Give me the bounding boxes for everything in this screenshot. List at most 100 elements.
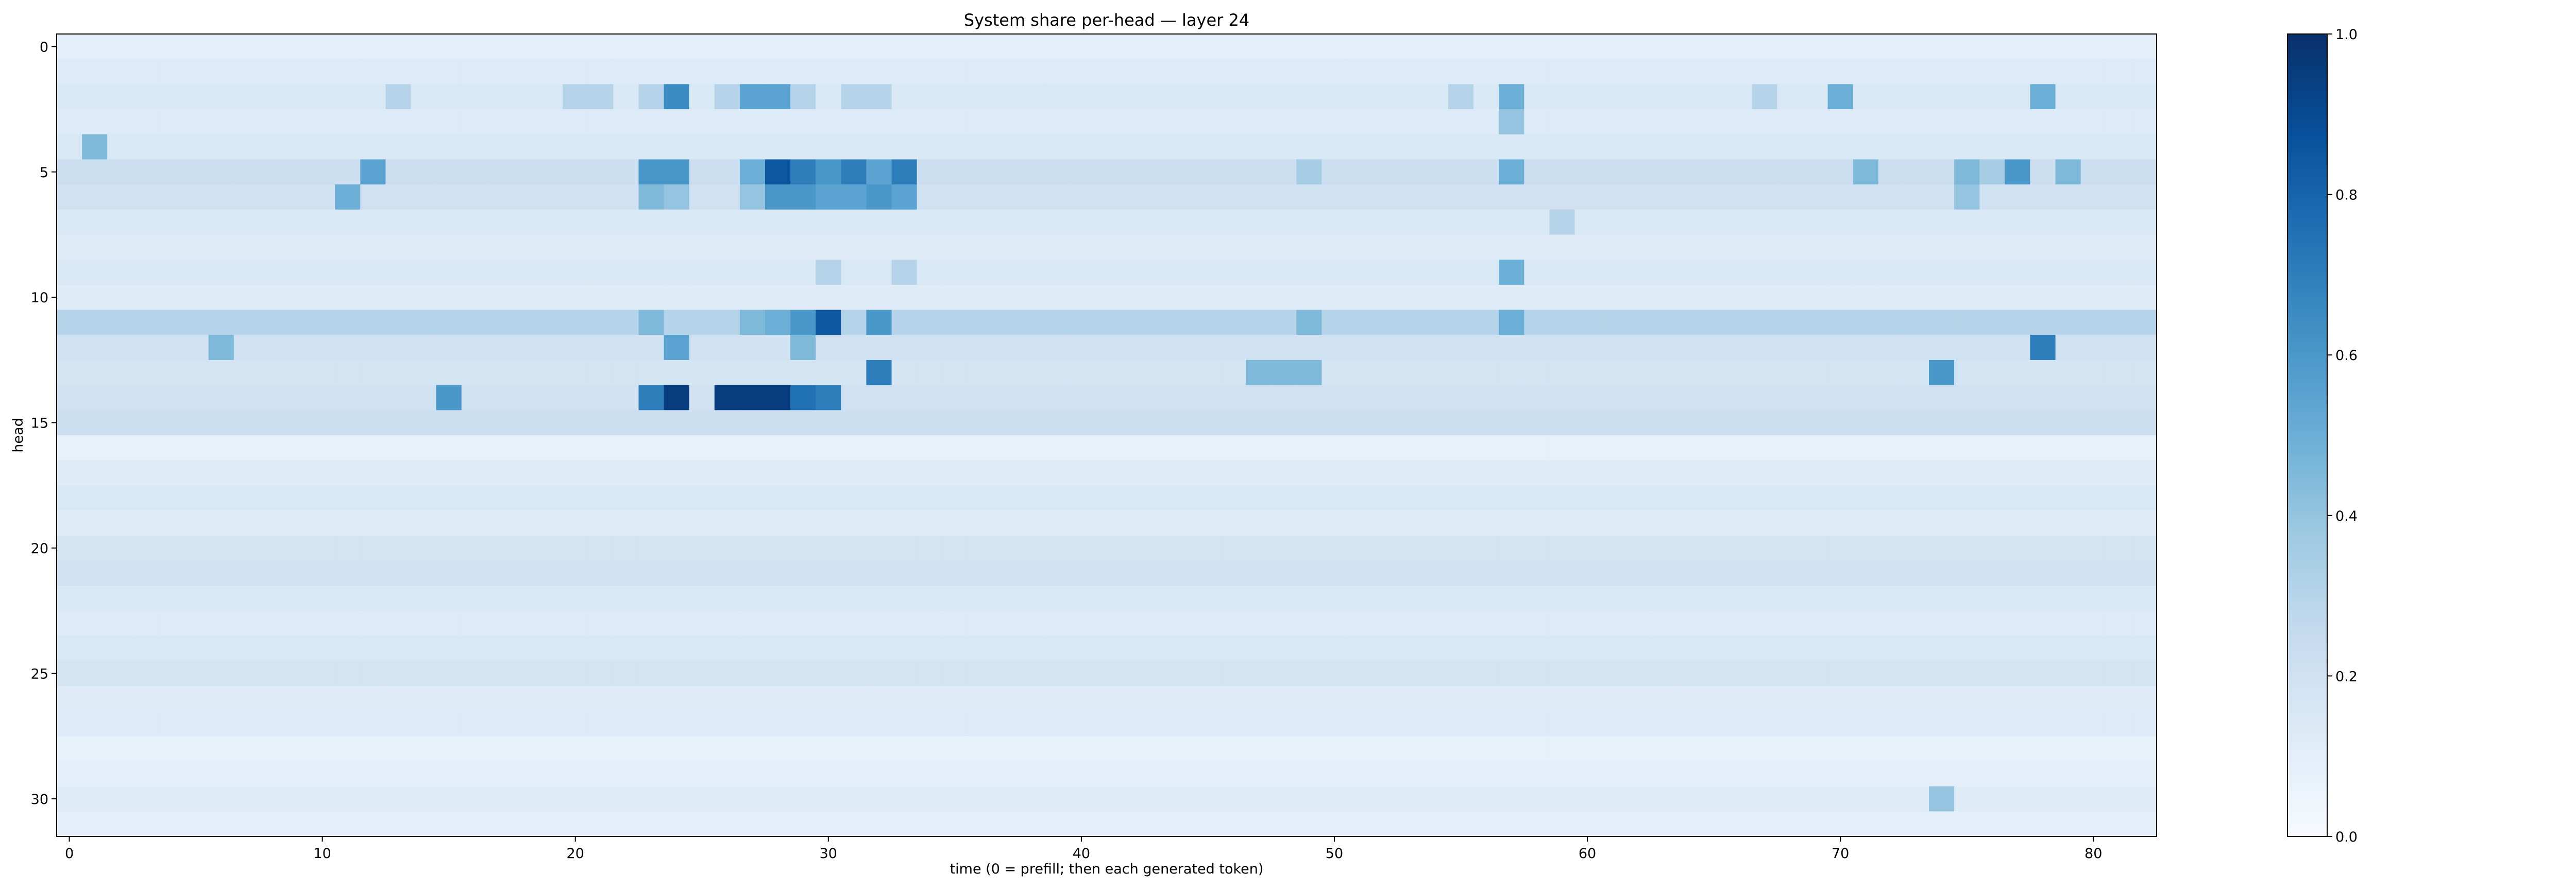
heatmap-cell xyxy=(1929,134,1955,160)
heatmap-cell xyxy=(537,811,563,837)
heatmap-cell xyxy=(1170,184,1196,210)
heatmap-cell xyxy=(1777,84,1803,110)
heatmap-cell xyxy=(1752,260,1777,285)
heatmap-cell xyxy=(1069,184,1095,210)
heatmap-cell xyxy=(1650,510,1676,536)
heatmap-cell xyxy=(1701,736,1727,762)
heatmap-cell xyxy=(1650,109,1676,135)
heatmap-cell xyxy=(1752,686,1777,712)
heatmap-cell xyxy=(1650,736,1676,762)
heatmap-cell xyxy=(1347,786,1373,812)
heatmap-cell xyxy=(1954,410,1980,436)
heatmap-cell xyxy=(2106,535,2132,561)
heatmap-cell xyxy=(739,435,766,461)
heatmap-cell xyxy=(385,661,412,687)
heatmap-cell xyxy=(57,234,82,260)
heatmap-cell xyxy=(790,209,816,235)
heatmap-cell xyxy=(107,711,133,737)
heatmap-cell xyxy=(1347,234,1373,260)
heatmap-cell xyxy=(2080,610,2107,637)
heatmap-cell xyxy=(1853,410,1879,436)
heatmap-cell xyxy=(1752,761,1777,787)
heatmap-cell xyxy=(1119,661,1145,687)
heatmap-cell xyxy=(2080,184,2107,210)
heatmap-cell xyxy=(1903,209,1929,235)
heatmap-cell xyxy=(57,134,82,160)
heatmap-cell xyxy=(335,686,361,712)
heatmap-cell xyxy=(1094,586,1120,611)
heatmap-cell xyxy=(208,811,234,837)
heatmap-cell xyxy=(1777,310,1803,335)
heatmap-cell xyxy=(1625,59,1651,84)
heatmap-cell xyxy=(664,34,690,60)
heatmap-cell xyxy=(537,84,563,110)
heatmap-cell xyxy=(1524,761,1550,787)
heatmap-cell xyxy=(335,385,361,410)
x-axis-label: time (0 = prefill; then each generated t… xyxy=(950,861,1264,877)
heatmap-cell xyxy=(2005,385,2031,410)
heatmap-cell xyxy=(82,34,108,60)
heatmap-cell xyxy=(765,385,791,410)
heatmap-cell xyxy=(1524,159,1550,185)
heatmap-cell xyxy=(1878,711,1904,737)
heatmap-cell xyxy=(967,184,993,210)
heatmap-cell xyxy=(942,535,968,561)
heatmap-cell xyxy=(1271,786,1297,812)
heatmap-cell xyxy=(841,661,867,687)
heatmap-cell xyxy=(2131,610,2157,637)
heatmap-cell xyxy=(1777,385,1803,410)
heatmap-cell xyxy=(2005,686,2031,712)
heatmap-cell xyxy=(1524,34,1550,60)
heatmap-cell xyxy=(2030,460,2056,486)
heatmap-cell xyxy=(638,84,665,110)
heatmap-cell xyxy=(2131,335,2157,361)
heatmap-cell xyxy=(942,586,968,611)
heatmap-cell xyxy=(1372,159,1398,185)
heatmap-cell xyxy=(993,360,1019,386)
heatmap-cell xyxy=(689,234,715,260)
heatmap-cell xyxy=(1549,410,1575,436)
heatmap-cell xyxy=(411,385,437,410)
heatmap-cell xyxy=(1574,636,1601,661)
heatmap-cell xyxy=(866,134,892,160)
heatmap-cell xyxy=(1422,510,1449,536)
heatmap-cell xyxy=(917,736,943,762)
heatmap-cell xyxy=(132,586,159,611)
heatmap-cell xyxy=(2131,811,2157,837)
heatmap-cell xyxy=(208,209,234,235)
heatmap-cell xyxy=(1170,736,1196,762)
heatmap-cell xyxy=(1802,586,1828,611)
heatmap-cell xyxy=(2080,310,2107,335)
heatmap-cell xyxy=(1220,460,1246,486)
heatmap-cell xyxy=(1473,435,1499,461)
heatmap-cell xyxy=(259,84,285,110)
heatmap-cell xyxy=(1296,284,1323,311)
heatmap-cell xyxy=(816,84,841,110)
heatmap-cell xyxy=(563,711,588,737)
heatmap-cell xyxy=(1802,510,1828,536)
heatmap-cell xyxy=(537,485,563,511)
heatmap-cell xyxy=(1144,134,1171,160)
heatmap-cell xyxy=(689,435,715,461)
heatmap-cell xyxy=(1549,435,1575,461)
heatmap-cell xyxy=(2131,736,2157,762)
heatmap-cell xyxy=(1069,435,1095,461)
heatmap-cell xyxy=(689,360,715,386)
heatmap-cell xyxy=(461,560,487,586)
heatmap-cell xyxy=(82,761,108,787)
heatmap-cell xyxy=(1195,686,1221,712)
heatmap-cell xyxy=(1069,385,1095,410)
heatmap-cell xyxy=(790,360,816,386)
heatmap-cell xyxy=(284,435,310,461)
heatmap-cell xyxy=(284,234,310,260)
heatmap-cell xyxy=(1726,560,1752,586)
heatmap-cell xyxy=(866,234,892,260)
heatmap-cell xyxy=(638,360,665,386)
heatmap-cell xyxy=(866,636,892,661)
heatmap-cell xyxy=(1397,134,1423,160)
heatmap-cell xyxy=(1752,410,1777,436)
heatmap-cell xyxy=(360,736,386,762)
heatmap-cell xyxy=(1347,159,1373,185)
heatmap-cell xyxy=(1246,310,1272,335)
heatmap-cell xyxy=(638,811,665,837)
